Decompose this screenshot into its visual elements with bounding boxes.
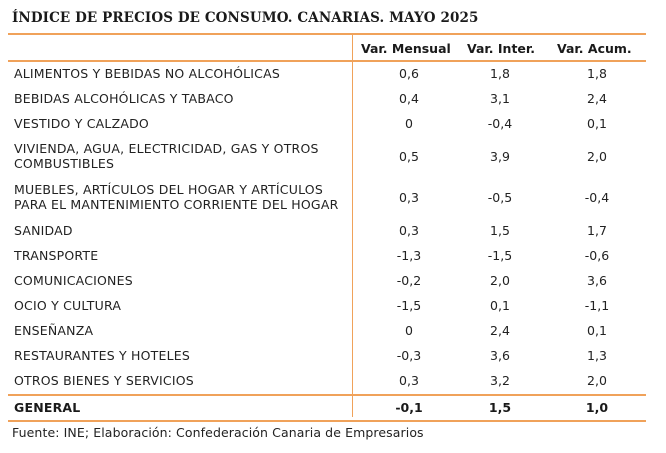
cell-inter: 3,6 [490,348,510,363]
row-label: RESTAURANTES Y HOTELES [14,348,190,363]
cell-mensual: 0,6 [399,66,419,81]
cell-inter: 2,0 [490,273,510,288]
col-header-mensual: Var. Mensual [361,41,451,56]
row-label: COMUNICACIONES [14,273,133,288]
total-label: GENERAL [14,400,81,415]
cell-mensual: 0 [405,116,413,131]
row-label: ALIMENTOS Y BEBIDAS NO ALCOHÓLICAS [14,66,280,81]
row-label: BEBIDAS ALCOHÓLICAS Y TABACO [14,91,234,106]
cell-acum: 0,1 [587,116,607,131]
cell-mensual: 0,3 [399,373,419,388]
row-label: ENSEÑANZA [14,323,94,338]
cell-acum: -0,6 [584,248,610,263]
row-label: SANIDAD [14,223,73,238]
cell-inter: 3,9 [490,149,510,164]
cell-mensual: -1,5 [396,298,422,313]
cell-mensual: 0 [405,323,413,338]
total-mensual: -0,1 [395,400,423,415]
cell-inter: -0,5 [487,190,513,205]
top-divider [8,33,646,35]
cell-acum: 2,0 [587,149,607,164]
cell-inter: 3,1 [490,91,510,106]
cell-inter: 1,5 [490,223,510,238]
cell-acum: 1,7 [587,223,607,238]
cell-acum: 0,1 [587,323,607,338]
cell-inter: -0,4 [487,116,513,131]
cell-mensual: 0,5 [399,149,419,164]
row-label: VESTIDO Y CALZADO [14,116,149,131]
row-label: TRANSPORTE [14,248,99,263]
column-divider [352,35,353,417]
cell-acum: 3,6 [587,273,607,288]
cell-inter: 0,1 [490,298,510,313]
cell-acum: 1,8 [587,66,607,81]
source-note: Fuente: INE; Elaboración: Confederación … [12,425,424,440]
table-header: Var. Mensual Var. Inter. Var. Acum. [8,35,646,62]
cell-inter: 2,4 [490,323,510,338]
row-label: OTROS BIENES Y SERVICIOS [14,373,194,388]
cell-inter: -1,5 [487,248,513,263]
cell-acum: 1,3 [587,348,607,363]
cell-acum: -1,1 [584,298,610,313]
col-header-inter: Var. Inter. [467,41,536,56]
cell-mensual: 0,3 [399,190,419,205]
row-label: VIVIENDA, AGUA, ELECTRICIDAD, GAS Y OTRO… [14,141,319,171]
total-acum: 1,0 [585,400,609,415]
table-title: ÍNDICE DE PRECIOS DE CONSUMO. CANARIAS. … [12,10,479,26]
total-inter: 1,5 [488,400,512,415]
total-row: GENERAL -0,1 1,5 1,0 [8,394,646,422]
row-label: OCIO Y CULTURA [14,298,122,313]
cell-mensual: -1,3 [396,248,422,263]
cell-acum: 2,0 [587,373,607,388]
cell-mensual: -0,2 [396,273,422,288]
row-label: MUEBLES, ARTÍCULOS DEL HOGAR Y ARTÍCULOS… [14,182,339,212]
cell-inter: 1,8 [490,66,510,81]
cell-mensual: 0,4 [399,91,419,106]
col-header-acum: Var. Acum. [557,41,632,56]
cell-mensual: 0,3 [399,223,419,238]
cell-mensual: -0,3 [396,348,422,363]
cell-inter: 3,2 [490,373,510,388]
cell-acum: 2,4 [587,91,607,106]
cell-acum: -0,4 [584,190,610,205]
